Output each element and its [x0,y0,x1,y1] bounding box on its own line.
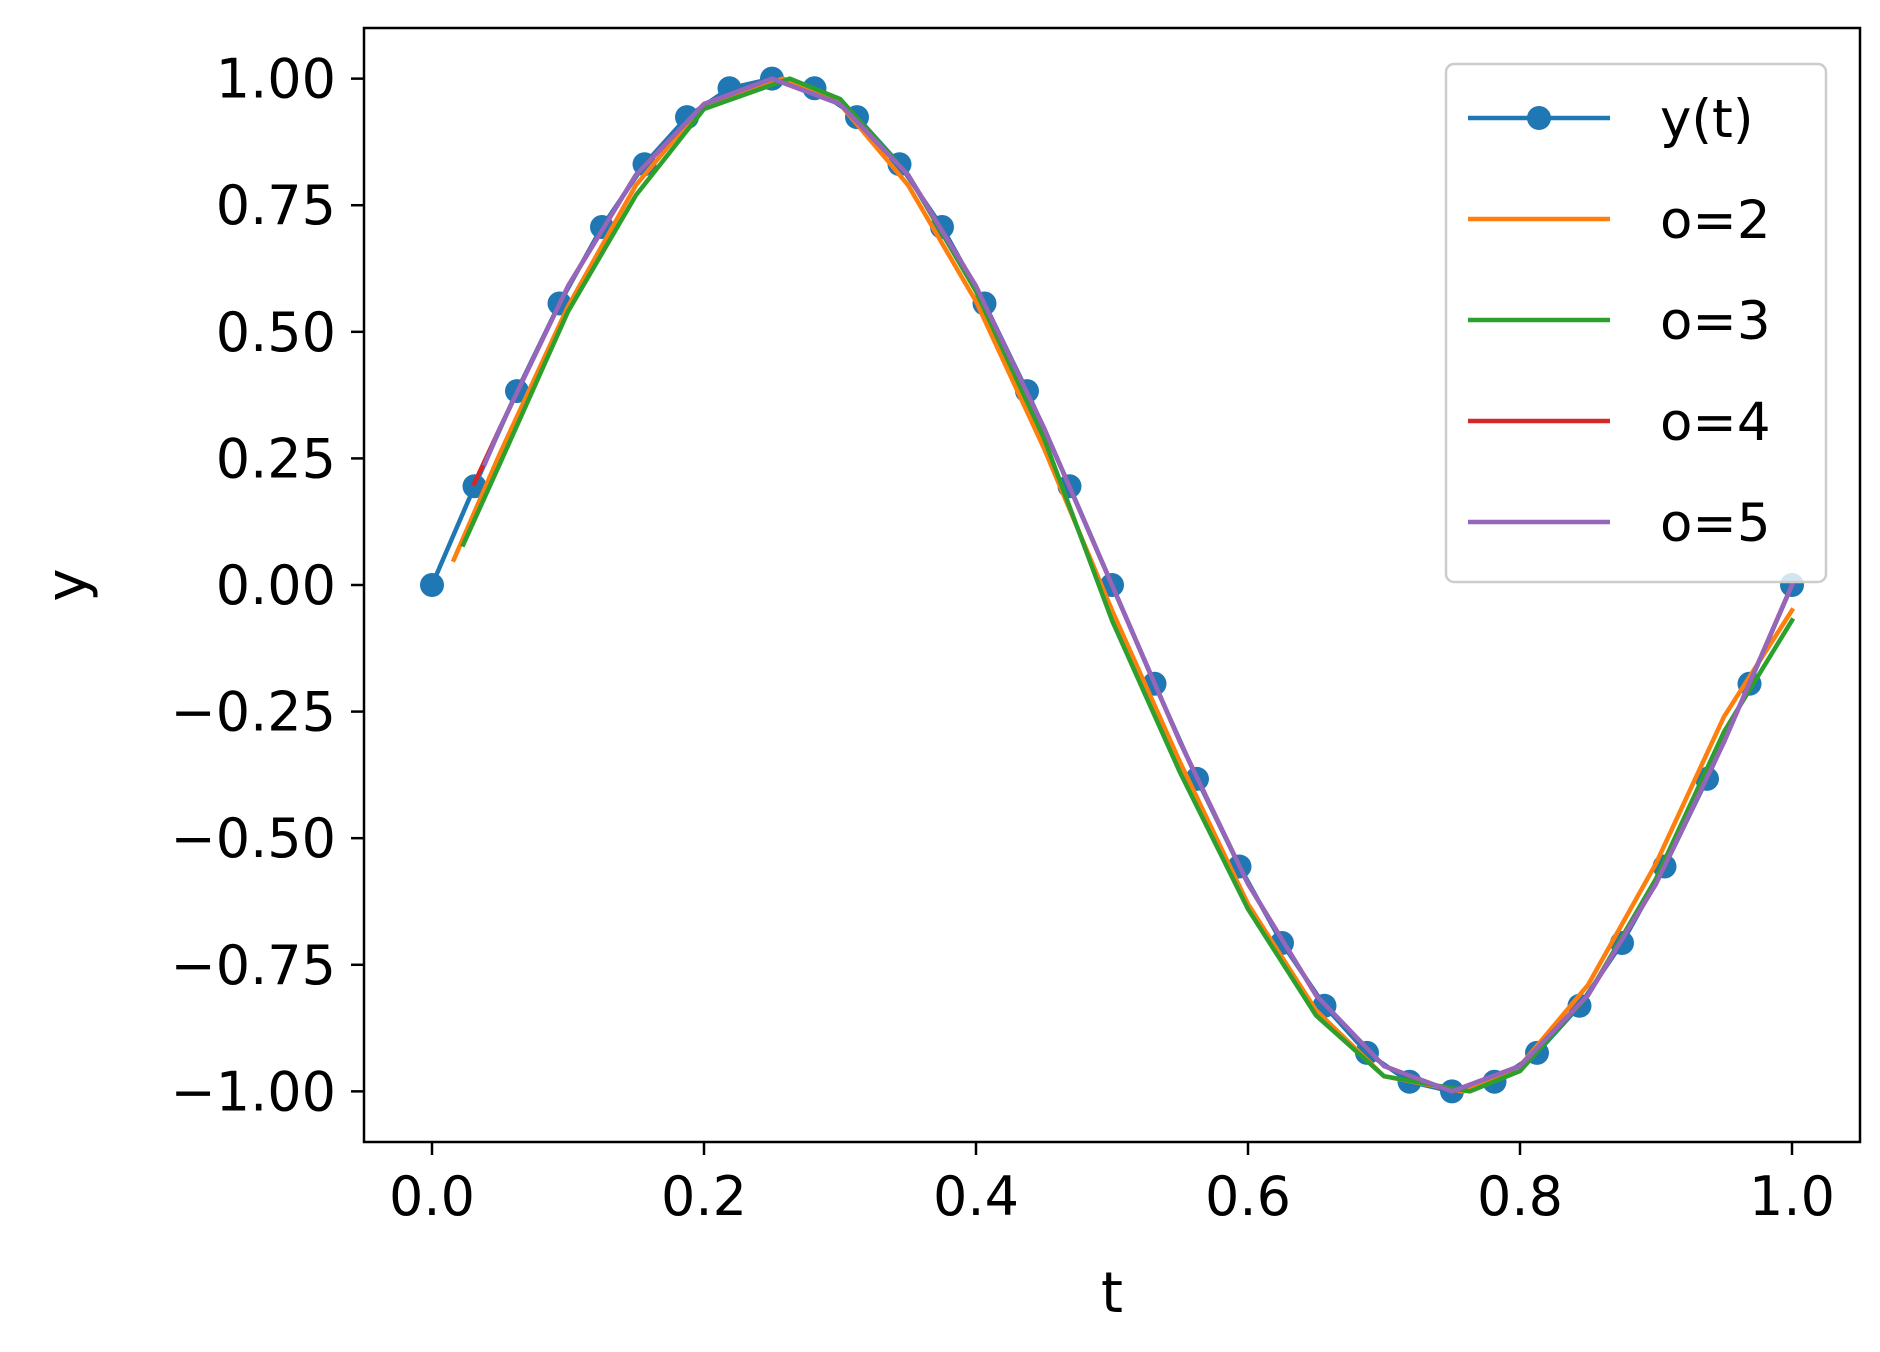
y-tick-label: 0.50 [216,301,336,364]
x-tick-label: 1.0 [1749,1165,1835,1228]
legend-label: o=4 [1660,392,1771,453]
plot-frame [362,26,1862,1144]
data-point [420,573,444,597]
y-tick-label: −1.00 [171,1060,336,1123]
legend-label: o=5 [1660,493,1771,554]
y-tick-label: 0.00 [216,554,336,617]
legend-label: o=2 [1660,190,1771,251]
x-axis-label: t [1101,1261,1123,1326]
y-axis-ticks: 1.00 0.75 0.50 0.25 0.00 −0.25 −0.50 −0.75 −1.00 [171,48,364,1123]
series-layer [420,66,1804,1104]
x-tick-label: 0.0 [389,1165,475,1228]
x-tick-label: 0.8 [1477,1165,1563,1228]
y-tick-label: −0.25 [171,681,336,744]
series-line-4 [482,76,1795,1094]
data-point [1355,1040,1379,1065]
legend-label: y(t) [1660,89,1754,150]
x-tick-label: 0.4 [933,1165,1019,1228]
x-axis-ticks: 0.0 0.2 0.4 0.6 0.8 1.0 [389,1142,1835,1228]
series-line-1 [450,76,1796,1094]
legend: y(t) o=2 o=3 o=4 o=5 [1444,62,1828,584]
y-tick-label: 1.00 [216,48,336,111]
y-tick-label: −0.75 [171,934,336,997]
y-tick-label: 0.25 [216,427,336,490]
legend-marker [1527,106,1551,130]
legend-box [1444,62,1828,584]
legend-label: o=3 [1660,291,1771,352]
x-tick-label: 0.6 [1205,1165,1291,1228]
y-tick-label: 0.75 [216,174,336,237]
x-tick-label: 0.2 [661,1165,747,1228]
y-axis-label: y [35,568,100,601]
y-tick-label: −0.50 [171,807,336,870]
